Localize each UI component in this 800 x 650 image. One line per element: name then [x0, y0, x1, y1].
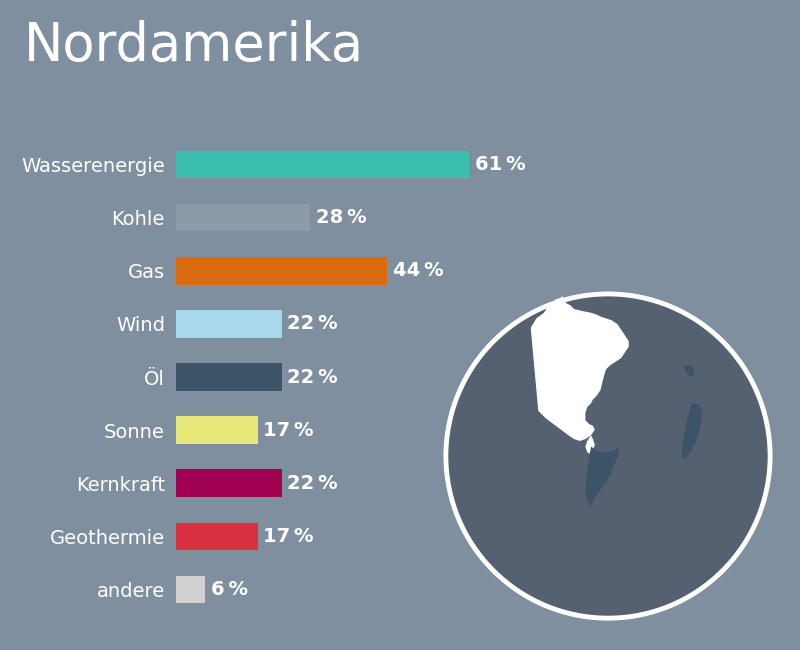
Text: 28 %: 28 %	[316, 208, 366, 227]
Text: 22 %: 22 %	[287, 367, 338, 387]
Bar	[176, 310, 282, 338]
Text: 22 %: 22 %	[287, 315, 338, 333]
Bar	[176, 257, 387, 285]
Text: 61 %: 61 %	[474, 155, 525, 174]
Bar	[176, 204, 310, 231]
Bar	[176, 576, 205, 603]
Bar	[176, 416, 258, 444]
Bar	[176, 523, 258, 550]
Circle shape	[446, 294, 770, 618]
Polygon shape	[586, 447, 619, 507]
Polygon shape	[530, 296, 629, 441]
Polygon shape	[683, 365, 694, 377]
Bar	[176, 151, 469, 178]
Text: Nordamerika: Nordamerika	[24, 20, 364, 72]
Text: 44 %: 44 %	[393, 261, 443, 280]
Text: 22 %: 22 %	[287, 474, 338, 493]
Polygon shape	[646, 307, 655, 315]
Polygon shape	[682, 403, 702, 460]
Text: 17 %: 17 %	[263, 421, 314, 439]
Polygon shape	[629, 304, 646, 318]
Bar	[176, 363, 282, 391]
Text: 6 %: 6 %	[210, 580, 247, 599]
Bar	[176, 469, 282, 497]
Text: 17 %: 17 %	[263, 527, 314, 546]
Polygon shape	[586, 436, 595, 454]
